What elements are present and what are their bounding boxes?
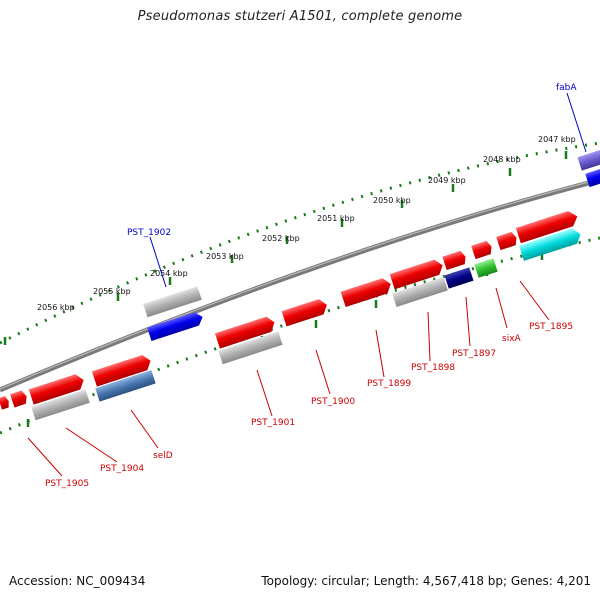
genome-backbone-highlight [0,178,600,390]
label-pst1897[interactable]: PST_1897 [452,349,496,359]
leader-lines [27,92,587,477]
gene-pst1905-fwd[interactable] [28,372,86,405]
gene-small-1[interactable] [10,390,29,408]
colored-genes [31,149,600,421]
gene-steelblue-seld[interactable] [95,370,156,402]
tick-label-2051: 2051 kbp [317,214,355,223]
outer-tick-ring [0,141,600,345]
gene-gray-1902[interactable] [143,286,202,318]
label-pst1899[interactable]: PST_1899 [367,379,411,389]
gene-pst1897[interactable] [471,240,493,260]
gene-navy[interactable] [444,267,474,289]
label-pst1905[interactable]: PST_1905 [45,479,89,489]
tick-label-2048: 2048 kbp [483,155,521,164]
gene-green[interactable] [474,258,498,278]
label-pst1895[interactable]: PST_1895 [529,322,573,332]
gene-pst1900[interactable] [340,276,393,308]
label-pst1904[interactable]: PST_1904 [100,464,144,474]
gene-pst1895[interactable] [515,209,580,244]
label-pst1898[interactable]: PST_1898 [411,363,455,373]
gene-gray-1904[interactable] [31,389,90,421]
gene-blue-right[interactable] [585,168,600,188]
gene-pst1898-fwd[interactable] [442,250,467,271]
tick-label-2049: 2049 kbp [428,176,466,185]
label-fabA[interactable]: fabA [556,83,577,93]
genome-title: Pseudomonas stutzeri A1501, complete gen… [137,9,463,24]
gene-fabA[interactable] [577,149,600,171]
gene-cyan[interactable] [518,227,583,261]
gene-blue-1902[interactable] [147,310,205,342]
forward-genes [0,209,580,410]
tick-label-2047: 2047 kbp [538,135,576,144]
tick-label-2052: 2052 kbp [262,234,300,243]
label-pst1900[interactable]: PST_1900 [311,397,355,407]
tick-label-2054: 2054 kbp [150,269,188,278]
label-selD[interactable]: selD [153,451,173,461]
genome-backbone [0,177,600,393]
gene-gray-1898[interactable] [392,276,448,308]
tick-label-2053: 2053 kbp [206,252,244,261]
tick-label-2056: 2056 kbp [37,303,75,312]
outer-major-ticks [3,151,568,345]
accession-text: Accession: NC_009434 [9,574,146,588]
label-pst1902[interactable]: PST_1902 [127,228,171,238]
gene-sixa[interactable] [496,231,518,251]
gene-pst1901[interactable] [214,315,277,349]
tick-label-2050: 2050 kbp [373,196,411,205]
label-sixA[interactable]: sixA [502,334,522,344]
gene-small-2[interactable] [0,395,11,410]
genome-summary-text: Topology: circular; Length: 4,567,418 bp… [261,574,591,588]
gene-pst1904-fwd[interactable] [91,353,153,387]
gene-pst1899[interactable] [389,258,445,290]
label-pst1901[interactable]: PST_1901 [251,418,295,428]
gene-gray-1901[interactable] [218,331,283,365]
tick-label-2055: 2055 kbp [93,287,131,296]
gene-pst1901-fwd[interactable] [281,297,330,327]
